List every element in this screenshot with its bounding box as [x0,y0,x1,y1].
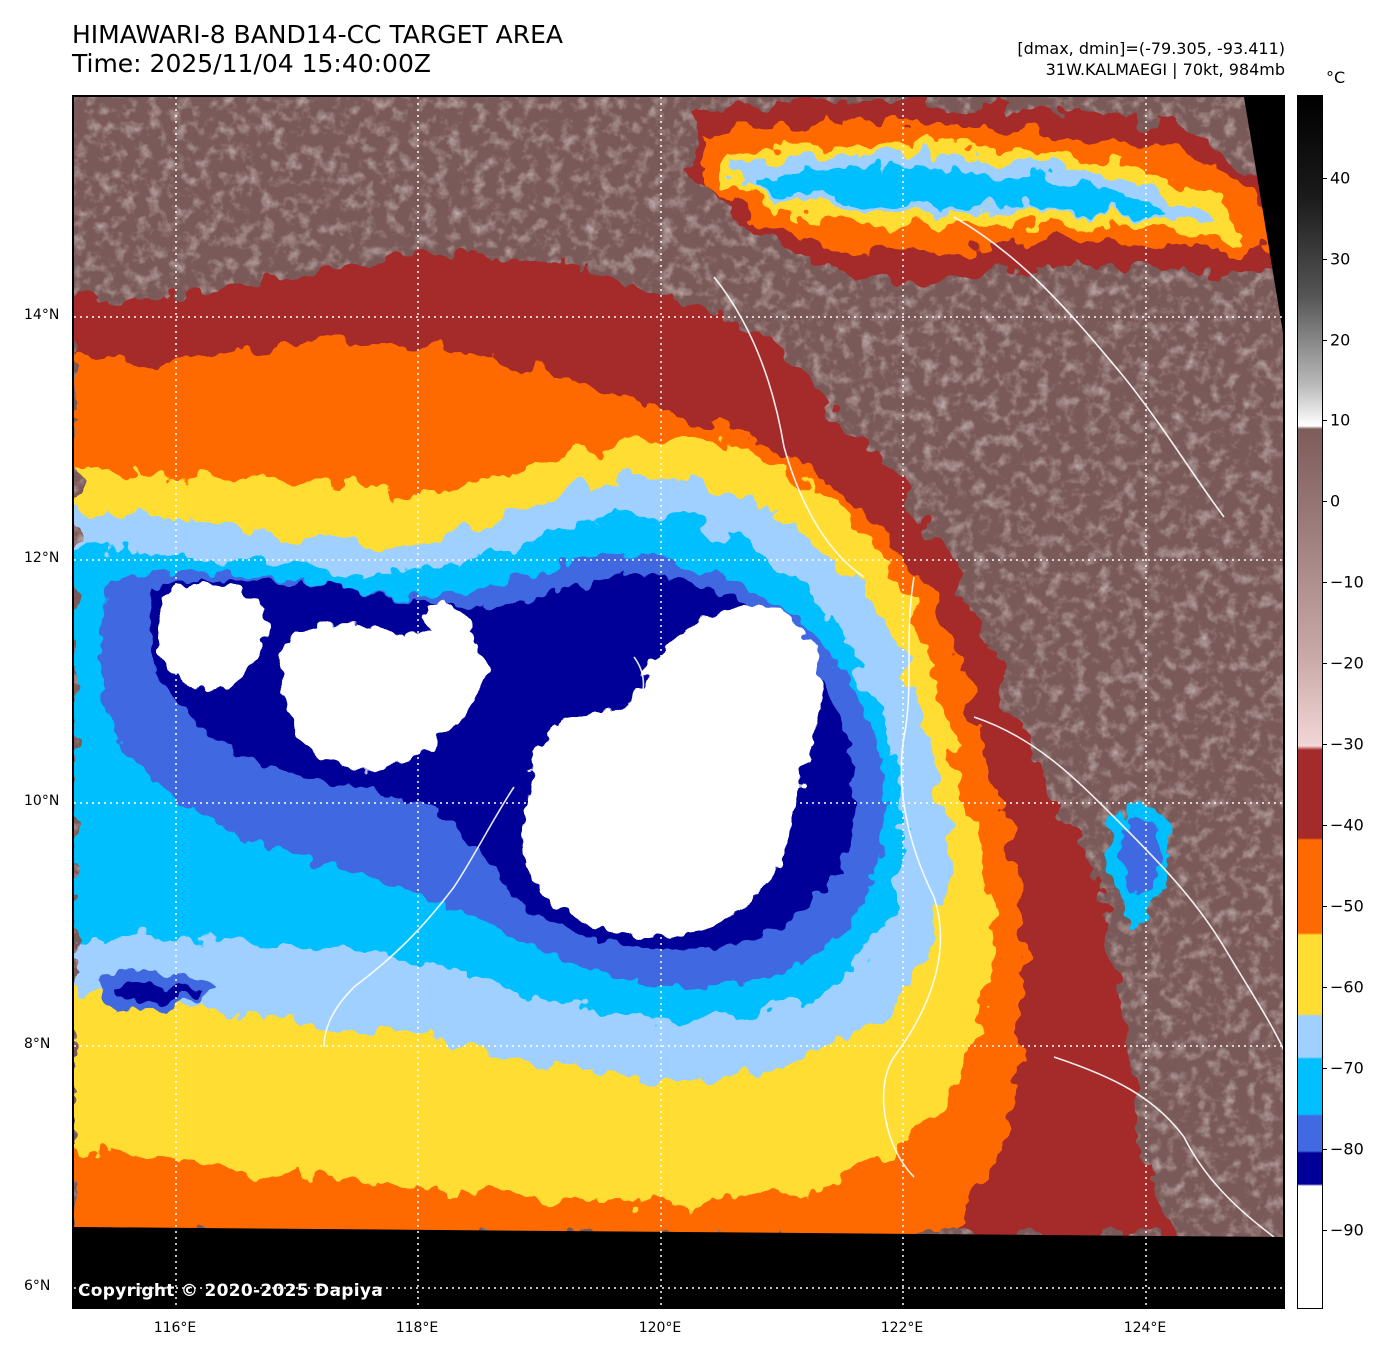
colorbar-mark [1322,420,1327,421]
colorbar-mark [1322,340,1327,341]
range-text: [dmax, dmin]=(-79.305, -93.411) [1017,39,1285,58]
lon-label-122e: 122°E [880,1320,924,1336]
colorbar-tick: −80 [1330,1139,1364,1159]
title-line-1: HIMAWARI-8 BAND14-CC TARGET AREA [72,20,564,49]
storm-text: 31W.KALMAEGI | 70kt, 984mb [1045,60,1285,79]
colorbar-tick: −30 [1330,734,1364,754]
colorbar-mark [1322,178,1327,179]
satellite-map: Copyright © 2020-2025 Dapiya [72,95,1285,1309]
colorbar-tick: 0 [1330,491,1341,511]
colorbar-mark [1322,1149,1327,1150]
colorbar-mark [1322,1068,1327,1069]
lat-label-8n: 8°N [24,1036,51,1052]
chart-title: HIMAWARI-8 BAND14-CC TARGET AREA Time: 2… [72,20,563,78]
copyright-notice: Copyright © 2020-2025 Dapiya [78,1281,383,1301]
colorbar-mark [1322,1230,1327,1231]
colorbar-tick: −60 [1330,977,1364,997]
graticule [74,97,1283,1307]
colorbar-mark [1322,744,1327,745]
colorbar-tick: −20 [1330,653,1364,673]
lon-label-120e: 120°E [638,1320,682,1336]
title-line-2: Time: 2025/11/04 15:40:00Z [72,49,431,78]
storm-meta: [dmax, dmin]=(-79.305, -93.411) 31W.KALM… [1017,38,1285,80]
colorbar-mark [1322,825,1327,826]
colorbar-mark [1322,906,1327,907]
lon-label-124e: 124°E [1123,1320,1167,1336]
colorbar-tick: −90 [1330,1220,1364,1240]
colorbar-unit: °C [1326,68,1346,87]
colorbar-tick: 40 [1330,168,1351,188]
satellite-image [74,97,1283,1307]
colorbar-mark [1322,582,1327,583]
colorbar-mark [1322,259,1327,260]
lat-label-14n: 14°N [24,307,60,323]
lat-label-12n: 12°N [24,550,60,566]
lat-label-10n: 10°N [24,793,60,809]
colorbar-mark [1322,501,1327,502]
colorbar-tick: −40 [1330,815,1364,835]
no-data-bottom [74,1227,1283,1307]
lon-label-118e: 118°E [395,1320,439,1336]
colorbar-tick: 10 [1330,410,1351,430]
colorbar-mark [1322,663,1327,664]
cold-core [94,555,1162,1011]
colorbar-tick: 30 [1330,249,1351,269]
lat-label-6n: 6°N [24,1278,51,1294]
colorbar-tick: 20 [1330,330,1351,350]
temperature-colorbar [1297,95,1323,1309]
colorbar-tick: −10 [1330,572,1364,592]
colorbar-mark [1322,987,1327,988]
lon-label-116e: 116°E [153,1320,197,1336]
colorbar-tick: −50 [1330,896,1364,916]
colorbar-tick: −70 [1330,1058,1364,1078]
